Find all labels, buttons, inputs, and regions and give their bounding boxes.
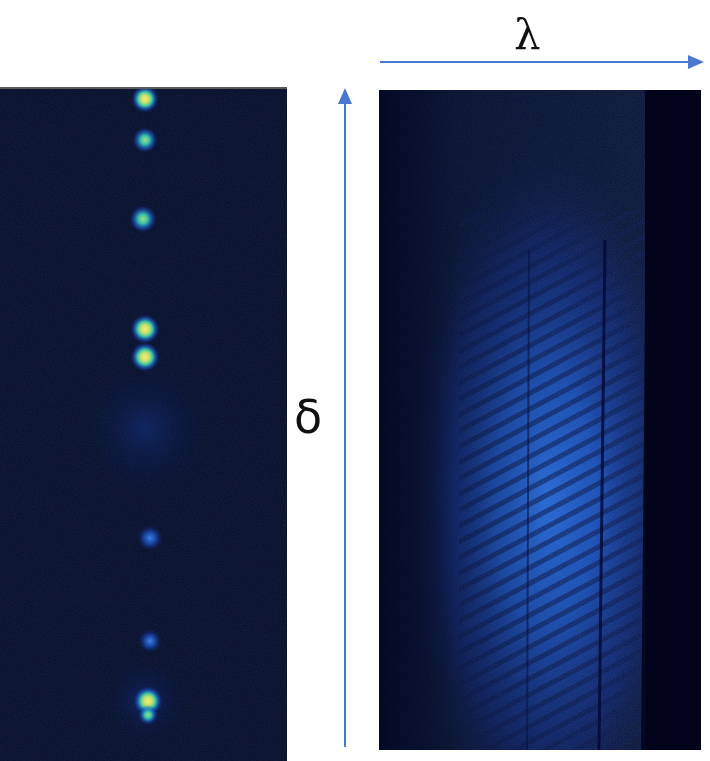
- lambda-axis-label: λ: [514, 10, 541, 59]
- focal-spot: [132, 127, 158, 153]
- focal-spot: [129, 205, 157, 233]
- focal-spot: [137, 525, 163, 551]
- delta-arrow: [338, 88, 352, 747]
- spectral-interferogram-image: [379, 90, 701, 750]
- focal-spot: [130, 342, 160, 372]
- focal-spot: [138, 629, 162, 653]
- focal-spots-image: [0, 87, 287, 761]
- focal-spots-svg: [0, 89, 287, 761]
- focal-spot: [131, 89, 159, 113]
- lambda-arrow: [380, 55, 704, 69]
- delta-axis-label: δ: [294, 390, 323, 444]
- focal-spot: [130, 314, 160, 344]
- interferogram-svg: [379, 90, 701, 750]
